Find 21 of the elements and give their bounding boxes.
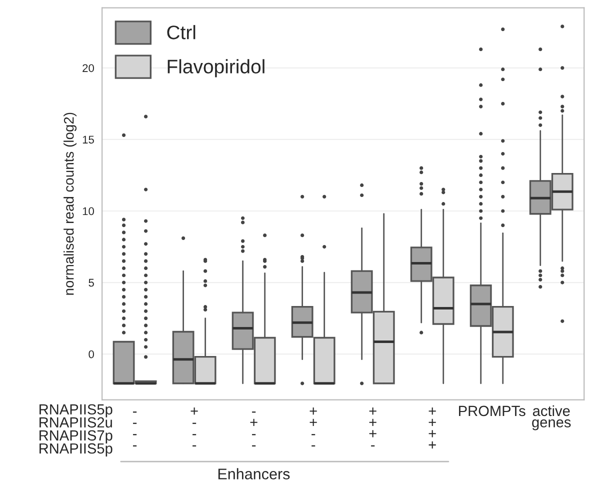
x-tick-label: + + - - bbox=[310, 408, 317, 446]
y-tick-label: 10 bbox=[82, 207, 94, 216]
y-tick-label: 15 bbox=[82, 136, 94, 144]
y-tick-label: 20 bbox=[82, 64, 94, 72]
x-tick-label: + + + + bbox=[428, 408, 436, 448]
text: RNAPIIS7p bbox=[40, 430, 112, 444]
x-tick-label: active genes bbox=[532, 405, 571, 430]
y-axis-title: normalised read counts (log2) bbox=[64, 112, 77, 295]
x-tick-label: - + - - bbox=[250, 412, 258, 446]
y-tick-label: 5 bbox=[88, 278, 94, 287]
legend-label: Ctrl bbox=[167, 25, 196, 40]
x-tick-label: + - - - bbox=[190, 408, 198, 446]
text: Enhancers bbox=[218, 468, 290, 480]
text: RNAPIIS2u bbox=[40, 417, 112, 428]
legend-label: Flavopiridol bbox=[168, 59, 264, 78]
text: RNAPIIS5p bbox=[40, 404, 112, 418]
x-tick-label: - - - - bbox=[133, 412, 137, 446]
text: RNAPIIS5p bbox=[40, 443, 112, 457]
x-tick-label: + + + - bbox=[369, 408, 376, 446]
y-tick-label: 0 bbox=[88, 350, 94, 358]
x-tick-label: PROMPTs bbox=[459, 406, 526, 416]
